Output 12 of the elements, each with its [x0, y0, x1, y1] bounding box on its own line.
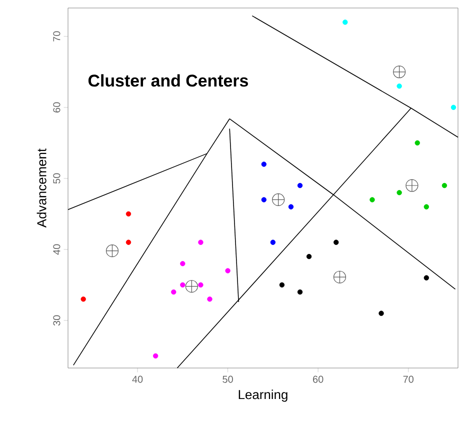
x-tick-label: 60 [313, 376, 324, 383]
y-tick-label: 40 [53, 244, 60, 255]
x-tick-label: 70 [403, 376, 414, 383]
y-tick-label: 30 [53, 315, 60, 326]
y-tick-label: 70 [53, 31, 60, 42]
y-axis-title: Advancement [36, 148, 46, 228]
x-tick-label: 40 [132, 376, 143, 383]
y-tick-label: 60 [53, 102, 60, 112]
text: Cluster and Centers [88, 74, 248, 87]
x-tick-label: 50 [222, 376, 233, 383]
x-axis-title: Learning [238, 390, 288, 402]
y-tick-label: 50 [53, 173, 60, 184]
